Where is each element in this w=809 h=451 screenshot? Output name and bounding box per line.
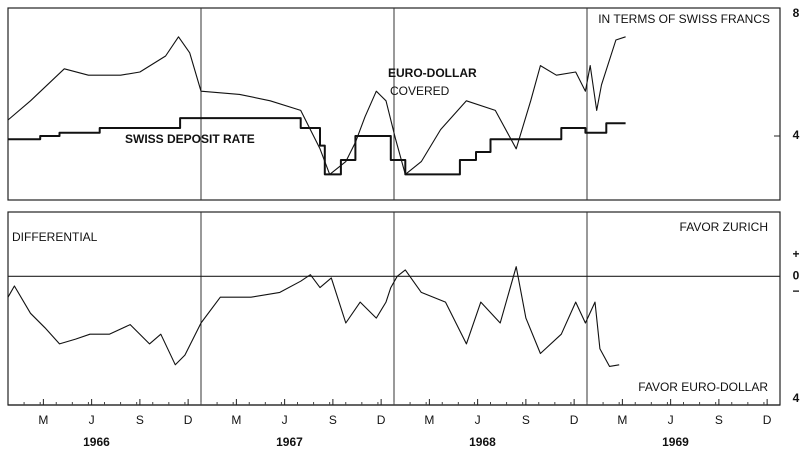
- series-label: DIFFERENTIAL: [12, 230, 98, 244]
- y-tick-label: 4: [793, 391, 800, 405]
- y-tick-label: 0: [793, 269, 800, 283]
- annotation: IN TERMS OF SWISS FRANCS: [598, 12, 770, 26]
- x-tick-label: D: [184, 413, 193, 427]
- x-tick-label: J: [475, 413, 481, 427]
- annotation: −: [792, 284, 799, 298]
- x-tick-label: S: [329, 413, 337, 427]
- series-line: [8, 117, 626, 176]
- x-tick-label: J: [282, 413, 288, 427]
- x-tick-label: D: [570, 413, 579, 427]
- x-tick-label: S: [136, 413, 144, 427]
- year-label: 1969: [662, 435, 689, 449]
- x-tick-label: S: [522, 413, 530, 427]
- y-tick-label: 8: [793, 6, 800, 20]
- annotation: FAVOR EURO-DOLLAR: [638, 380, 768, 394]
- x-tick-label: J: [89, 413, 95, 427]
- series-line: [7, 266, 620, 367]
- y-tick-label: 4: [793, 128, 800, 142]
- x-tick-label: M: [38, 413, 48, 427]
- x-tick-label: S: [715, 413, 723, 427]
- annotation: +: [792, 247, 799, 261]
- year-label: 1966: [83, 435, 110, 449]
- x-tick-label: M: [617, 413, 627, 427]
- x-tick-label: M: [424, 413, 434, 427]
- year-label: 1968: [469, 435, 496, 449]
- series-label: SWISS DEPOSIT RATE: [125, 132, 255, 146]
- series-line: [7, 36, 626, 175]
- x-tick-label: M: [231, 413, 241, 427]
- annotation: COVERED: [390, 84, 450, 98]
- year-label: 1967: [276, 435, 303, 449]
- series-label: EURO-DOLLAR: [388, 66, 477, 80]
- annotation: FAVOR ZURICH: [680, 220, 768, 234]
- x-tick-label: D: [763, 413, 772, 427]
- x-tick-label: J: [668, 413, 674, 427]
- x-tick-label: D: [377, 413, 386, 427]
